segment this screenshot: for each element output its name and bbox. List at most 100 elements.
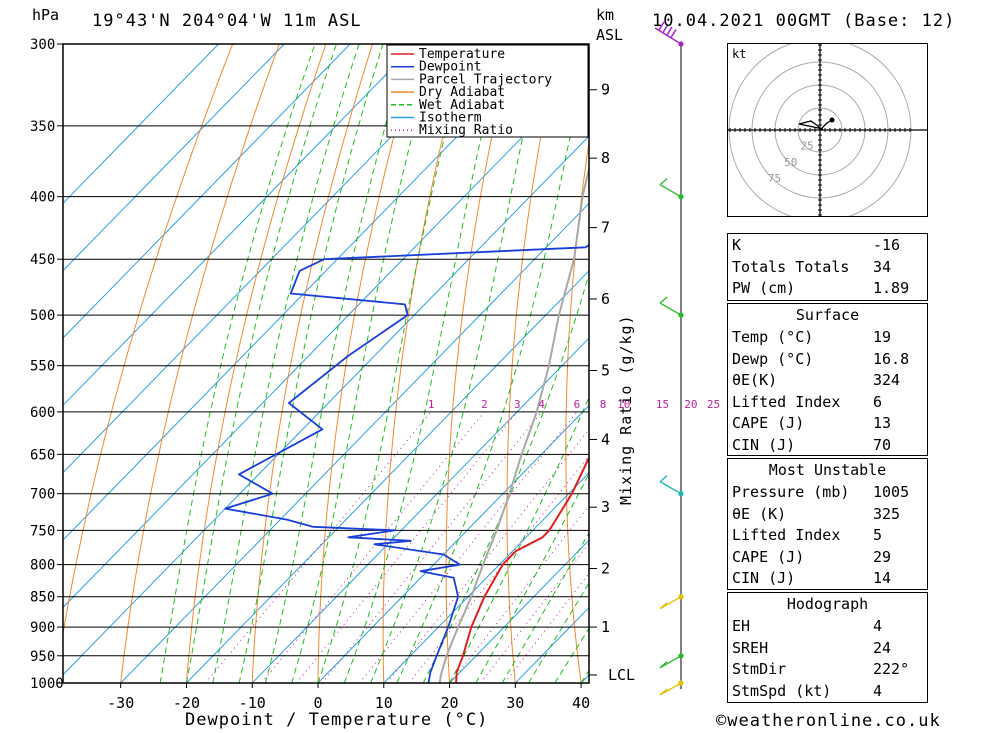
- legend-item-label: Isotherm: [419, 111, 482, 126]
- wind-barb: [659, 296, 684, 318]
- index-row: Pressure (mb) 1005: [728, 481, 927, 503]
- wet-adiabat-line: [317, 44, 469, 683]
- legend-item-label: Dry Adiabat: [419, 85, 505, 100]
- wet-adiabat-line: [422, 272, 589, 683]
- index-name: θE (K): [732, 504, 787, 523]
- index-name: Lifted Index: [732, 392, 841, 411]
- index-row: CAPE (J) 13: [728, 412, 927, 434]
- surface-indices-box: Surface Temp (°C) 19 Dewp (°C) 16.8 θE(K) 324 L…: [727, 303, 928, 456]
- index-value: 29: [873, 547, 892, 566]
- x-axis-label: Dewpoint / Temperature (°C): [185, 710, 489, 730]
- pressure-tick-label: 900: [30, 620, 55, 636]
- wind-barb: [654, 21, 684, 47]
- wind-barb: [659, 653, 684, 669]
- index-row: θE (K) 325: [728, 503, 927, 525]
- pressure-tick-label: 800: [30, 558, 55, 574]
- plot-frame: [62, 43, 590, 684]
- dry-adiabat-line: [382, 44, 467, 683]
- most-unstable-box: Most Unstable Pressure (mb) 1005 θE (K) 325 L…: [727, 458, 928, 590]
- general-indices-box: K -16 Totals Totals 34 PW (cm) 1.89: [727, 233, 928, 301]
- wet-adiabat-line: [343, 44, 504, 683]
- legend-item-label: Wet Adiabat: [419, 98, 505, 113]
- index-value: 14: [873, 569, 892, 587]
- pressure-tick-label: 700: [30, 487, 55, 503]
- legend-item-label: Mixing Ratio: [419, 123, 513, 138]
- mixing-ratio-line: [296, 411, 518, 683]
- index-name: θE(K): [732, 371, 778, 389]
- wet-adiabat-line: [370, 44, 544, 683]
- pressure-tick-label: 550: [30, 359, 55, 375]
- legend-item-label: Dewpoint: [419, 60, 482, 75]
- index-name: CAPE (J): [732, 414, 805, 432]
- hodograph-ring-label: 75: [768, 172, 781, 185]
- index-row: θE(K) 324: [728, 369, 927, 391]
- pressure-tick-label: 850: [30, 590, 55, 606]
- height-tick-label: 1: [601, 618, 610, 636]
- pressure-tick-label: 950: [30, 649, 55, 665]
- index-name: EH: [732, 617, 751, 635]
- index-value: 34: [873, 257, 892, 276]
- pressure-tick-label: 450: [30, 252, 55, 268]
- index-value: 16.8: [873, 349, 910, 368]
- isotherm-line: [317, 404, 589, 683]
- isotherm-line: [63, 135, 589, 676]
- mixing-ratio-label: 25: [707, 398, 720, 411]
- index-value: 1.89: [873, 279, 910, 297]
- mixing-ratio-label: 10: [617, 398, 630, 411]
- height-tick-label: LCL: [608, 666, 635, 684]
- temp-tick-label: 20: [441, 694, 459, 712]
- index-section-title: Most Unstable: [768, 461, 887, 479]
- pressure-tick-label: 350: [30, 119, 55, 135]
- index-name: SREH: [732, 638, 769, 657]
- height-tick-label: 7: [601, 219, 610, 237]
- temp-tick-label: -30: [107, 694, 134, 712]
- index-name: K: [732, 236, 742, 254]
- index-value: 24: [873, 638, 892, 657]
- wet-adiabat-line: [186, 44, 338, 683]
- index-name: CAPE (J): [732, 547, 805, 566]
- index-name: Temp (°C): [732, 328, 814, 346]
- isotherm-line: [186, 270, 589, 683]
- mixing-ratio-label: 2: [481, 398, 488, 411]
- hodograph-indices-box: Hodograph EH 4 SREH 24 StmDir 222° StmSpd (kt) 4: [727, 592, 928, 703]
- index-row: K -16: [728, 234, 927, 256]
- mixing-ratio-line: [386, 428, 589, 683]
- index-value: 4: [873, 617, 883, 635]
- index-name: StmSpd (kt): [732, 681, 832, 700]
- index-row: CIN (J) 70: [728, 434, 927, 456]
- wet-adiabat-line: [238, 44, 384, 683]
- index-section-title: Surface: [795, 306, 860, 324]
- temp-tick-label: 10: [375, 694, 393, 712]
- pressure-tick-label: 750: [30, 523, 55, 539]
- dry-adiabat-line: [251, 44, 374, 683]
- dry-adiabat-line: [979, 26, 1000, 683]
- index-row: StmDir 222°: [728, 658, 927, 680]
- height-tick-label: 4: [601, 430, 610, 448]
- mixing-ratio-label: 20: [684, 398, 697, 411]
- mixing-ratio-label: 1: [428, 398, 435, 411]
- wind-barb: [659, 594, 684, 610]
- wind-barb: [659, 475, 684, 497]
- isotherm-line: [63, 44, 351, 339]
- index-row: CIN (J) 14: [728, 567, 927, 589]
- wind-barb: [659, 178, 684, 200]
- isotherm-line: [120, 202, 589, 683]
- pressure-tick-label: 300: [30, 37, 55, 53]
- isotherm-line: [63, 68, 589, 609]
- isotherm-line: [449, 539, 589, 683]
- mixing-ratio-line: [480, 542, 589, 683]
- pressure-tick-label: 500: [30, 308, 55, 324]
- mixing-ratio-line: [321, 411, 542, 683]
- index-row: Dewp (°C) 16.8: [728, 348, 927, 370]
- temp-tick-label: -20: [173, 694, 200, 712]
- index-name: CIN (J): [732, 569, 796, 587]
- mixing-ratio-label: 6: [574, 398, 581, 411]
- index-value: 325: [873, 504, 901, 523]
- wet-adiabat-line: [396, 44, 589, 683]
- index-row: CAPE (J) 29: [728, 546, 927, 568]
- temp-tick-label: 30: [506, 694, 524, 712]
- pressure-unit-label: hPa: [32, 6, 60, 24]
- legend-box: [386, 44, 589, 138]
- height-tick-label: 9: [601, 81, 610, 99]
